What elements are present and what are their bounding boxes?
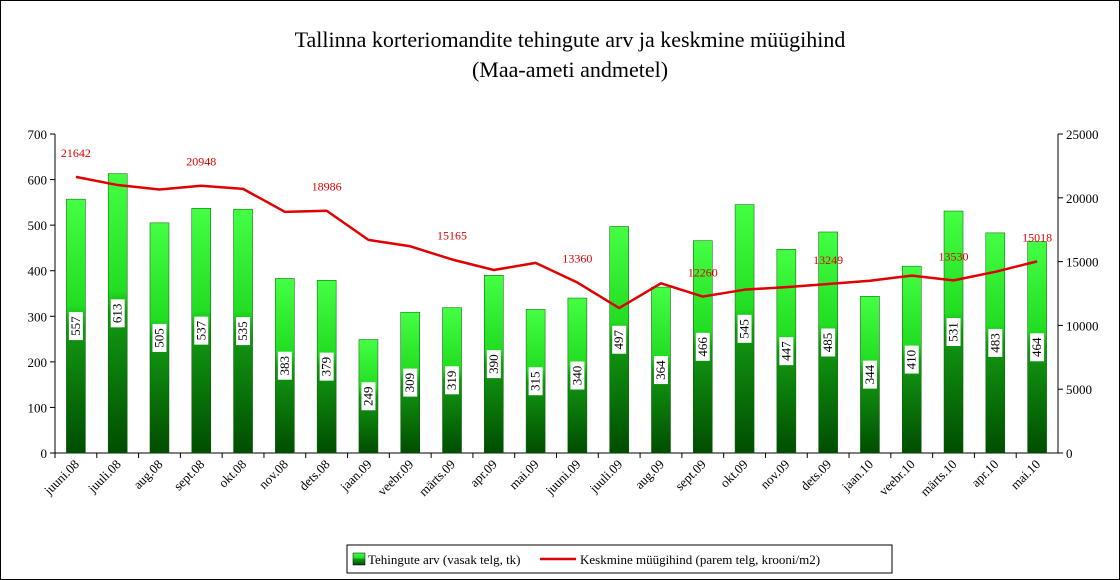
bar-label-bg — [361, 382, 376, 411]
bar-label: 557 — [68, 316, 83, 336]
y-tick-label: 0 — [41, 446, 48, 461]
bar-label-bg — [486, 350, 501, 379]
line-label: 13360 — [562, 252, 592, 266]
legend-box — [346, 544, 893, 574]
bar-label-bg — [403, 368, 418, 397]
bar-label-bg — [862, 360, 877, 389]
line-label: 18986 — [312, 180, 342, 194]
y-tick-label: 400 — [28, 264, 48, 279]
bar-label-bg — [445, 366, 460, 395]
bar-label-bg — [653, 356, 668, 385]
bar-label-bg — [110, 299, 125, 328]
y-tick-label: 300 — [28, 309, 48, 324]
bar-label-bg — [988, 328, 1003, 357]
bar-label: 410 — [904, 350, 919, 370]
y2-tick-label: 25000 — [1066, 127, 1099, 142]
bar-label: 483 — [987, 333, 1002, 353]
bar-label-bg — [821, 328, 836, 357]
line-label: 12260 — [688, 266, 718, 280]
bar-label: 364 — [653, 360, 668, 380]
y-tick-label: 100 — [28, 400, 48, 415]
bar-label-bg — [152, 323, 167, 352]
bar-label-bg — [194, 316, 209, 345]
bar-label: 485 — [820, 333, 835, 353]
line — [75, 175, 1038, 310]
bar-label: 309 — [402, 373, 417, 393]
bar-label: 379 — [319, 357, 334, 377]
bar-label: 340 — [569, 366, 584, 386]
legend-label: Keskmine müügihind (parem telg, krooni/m… — [580, 552, 820, 567]
line-label: 13530 — [939, 249, 969, 263]
bar-label: 545 — [737, 319, 752, 339]
y-tick-label: 700 — [28, 127, 48, 142]
y2-tick-label: 0 — [1066, 446, 1073, 461]
y2-tick-label: 15000 — [1066, 255, 1099, 270]
bar-label-bg — [695, 332, 710, 361]
bar-label: 535 — [235, 321, 250, 341]
bar-label: 613 — [110, 304, 125, 324]
bar-label: 315 — [528, 371, 543, 391]
line-label: 20948 — [186, 155, 216, 169]
bar-label: 466 — [695, 337, 710, 357]
bar-label-bg — [946, 318, 961, 347]
bar-label-bg — [68, 312, 83, 341]
bar-label: 531 — [946, 322, 961, 342]
bar-label: 537 — [193, 320, 208, 340]
bar-label-bg — [570, 361, 585, 390]
chart-subtitle: (Maa-ameti andmetel) — [472, 57, 668, 82]
bar-label: 319 — [444, 371, 459, 391]
bar-label: 447 — [778, 341, 793, 361]
bar-label-bg — [528, 367, 543, 396]
y-tick-label: 600 — [28, 173, 48, 188]
line-label: 21642 — [61, 146, 91, 160]
bar-label: 497 — [611, 330, 626, 350]
bar-label: 344 — [862, 364, 877, 384]
bar-label-bg — [277, 351, 292, 380]
bar-label: 249 — [360, 387, 375, 407]
bar-label-bg — [1030, 333, 1045, 362]
bar-label-bg — [612, 325, 627, 354]
y2-tick-label: 10000 — [1066, 318, 1099, 333]
chart-title: Tallinna korteriomandite tehingute arv j… — [295, 27, 846, 52]
bar-label-bg — [737, 314, 752, 343]
y-tick-label: 200 — [28, 355, 48, 370]
y-tick-label: 500 — [28, 218, 48, 233]
bar-label: 505 — [151, 328, 166, 348]
bar-label-bg — [904, 345, 919, 374]
bar-label: 383 — [277, 356, 292, 376]
y2-tick-label: 20000 — [1066, 191, 1099, 206]
line-label: 15018 — [1022, 230, 1052, 244]
legend-label: Tehingute arv (vasak telg, tk) — [368, 552, 521, 567]
bar-label: 390 — [486, 354, 501, 374]
bar-label-bg — [319, 352, 334, 381]
legend-swatch — [352, 552, 366, 566]
line-label: 13249 — [813, 253, 843, 267]
y2-tick-label: 5000 — [1066, 382, 1092, 397]
bar-label-bg — [779, 337, 794, 366]
line-label: 15165 — [437, 228, 467, 242]
bar-label-bg — [236, 317, 251, 346]
bar-label: 464 — [1029, 337, 1044, 357]
